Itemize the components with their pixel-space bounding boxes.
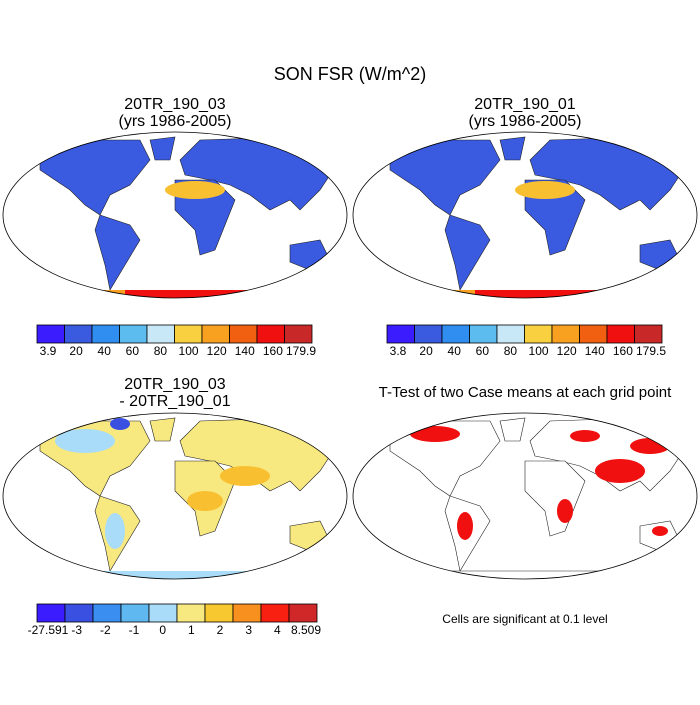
- colorbar-box: [64, 603, 94, 623]
- colorbar-label: 60: [126, 344, 140, 358]
- panel-title: T-Test of two Case means at each grid po…: [379, 384, 672, 401]
- colorbar-box: [284, 324, 313, 344]
- colorbar-box: [496, 324, 525, 344]
- colorbar-box: [148, 603, 178, 623]
- colorbar-label: 160: [613, 344, 633, 358]
- colorbar-box: [92, 603, 122, 623]
- colorbar-label: 100: [179, 344, 199, 358]
- panel-title: (yrs 1986-2005): [119, 113, 232, 130]
- colorbar-label: -27.591: [28, 623, 69, 637]
- colorbar-box: [91, 324, 120, 344]
- colorbar-box: [260, 603, 290, 623]
- colorbar-box: [288, 603, 318, 623]
- colorbar-label: 100: [529, 344, 549, 358]
- colorbar-box: [386, 324, 415, 344]
- colorbar-box: [146, 324, 175, 344]
- colorbar-label: -3: [71, 623, 82, 637]
- colorbar-box: [64, 324, 93, 344]
- note: Cells are significant at 0.1 level: [442, 612, 607, 626]
- panel-title: 20TR_190_03: [124, 376, 226, 393]
- colorbar-label: 40: [98, 344, 112, 358]
- colorbar-box: [634, 324, 663, 344]
- panel-title: (yrs 1986-2005): [469, 113, 582, 130]
- panel-title: 20TR_190_03: [124, 96, 226, 113]
- colorbar-box: [256, 324, 285, 344]
- colorbar-box: [36, 324, 65, 344]
- colorbar-label: 0: [159, 623, 166, 637]
- colorbar-label: -1: [129, 623, 140, 637]
- colorbar-label: 4: [274, 623, 281, 637]
- panel-title: - 20TR_190_01: [119, 393, 230, 410]
- map: [352, 131, 698, 299]
- colorbar-box: [119, 324, 148, 344]
- colorbar-label: 2: [217, 623, 224, 637]
- colorbar-label: 3.8: [390, 344, 407, 358]
- colorbar-box: [441, 324, 470, 344]
- colorbar-label: 8.509: [291, 623, 321, 637]
- colorbar-label: -2: [100, 623, 111, 637]
- colorbar-label: 140: [235, 344, 255, 358]
- map: [2, 131, 348, 299]
- colorbar-label: 179.5: [636, 344, 666, 358]
- colorbar-label: 80: [504, 344, 518, 358]
- colorbar-box: [176, 603, 206, 623]
- colorbar-box: [579, 324, 608, 344]
- colorbar-box: [232, 603, 262, 623]
- colorbar-box: [174, 324, 203, 344]
- colorbar-box: [551, 324, 580, 344]
- colorbar-label: 1: [188, 623, 195, 637]
- colorbar-label: 20: [419, 344, 433, 358]
- colorbar-label: 3.9: [40, 344, 57, 358]
- colorbar-label: 80: [154, 344, 168, 358]
- map: [2, 412, 348, 580]
- colorbar-label: 40: [448, 344, 462, 358]
- colorbar-box: [606, 324, 635, 344]
- panel-title: 20TR_190_01: [474, 96, 576, 113]
- colorbar-label: 60: [476, 344, 490, 358]
- colorbar-box: [201, 324, 230, 344]
- colorbar-box: [414, 324, 443, 344]
- colorbar-box: [120, 603, 150, 623]
- colorbar-box: [469, 324, 498, 344]
- colorbar-box: [204, 603, 234, 623]
- colorbar-label: 3: [245, 623, 252, 637]
- colorbar-label: 120: [207, 344, 227, 358]
- map: [352, 412, 698, 580]
- colorbar-label: 160: [263, 344, 283, 358]
- colorbar-label: 140: [585, 344, 605, 358]
- colorbar-box: [229, 324, 258, 344]
- colorbar-label: 179.9: [286, 344, 316, 358]
- colorbar-label: 20: [69, 344, 83, 358]
- colorbar-box: [36, 603, 66, 623]
- colorbar-box: [524, 324, 553, 344]
- figure-title: SON FSR (W/m^2): [274, 64, 426, 84]
- colorbar-label: 120: [557, 344, 577, 358]
